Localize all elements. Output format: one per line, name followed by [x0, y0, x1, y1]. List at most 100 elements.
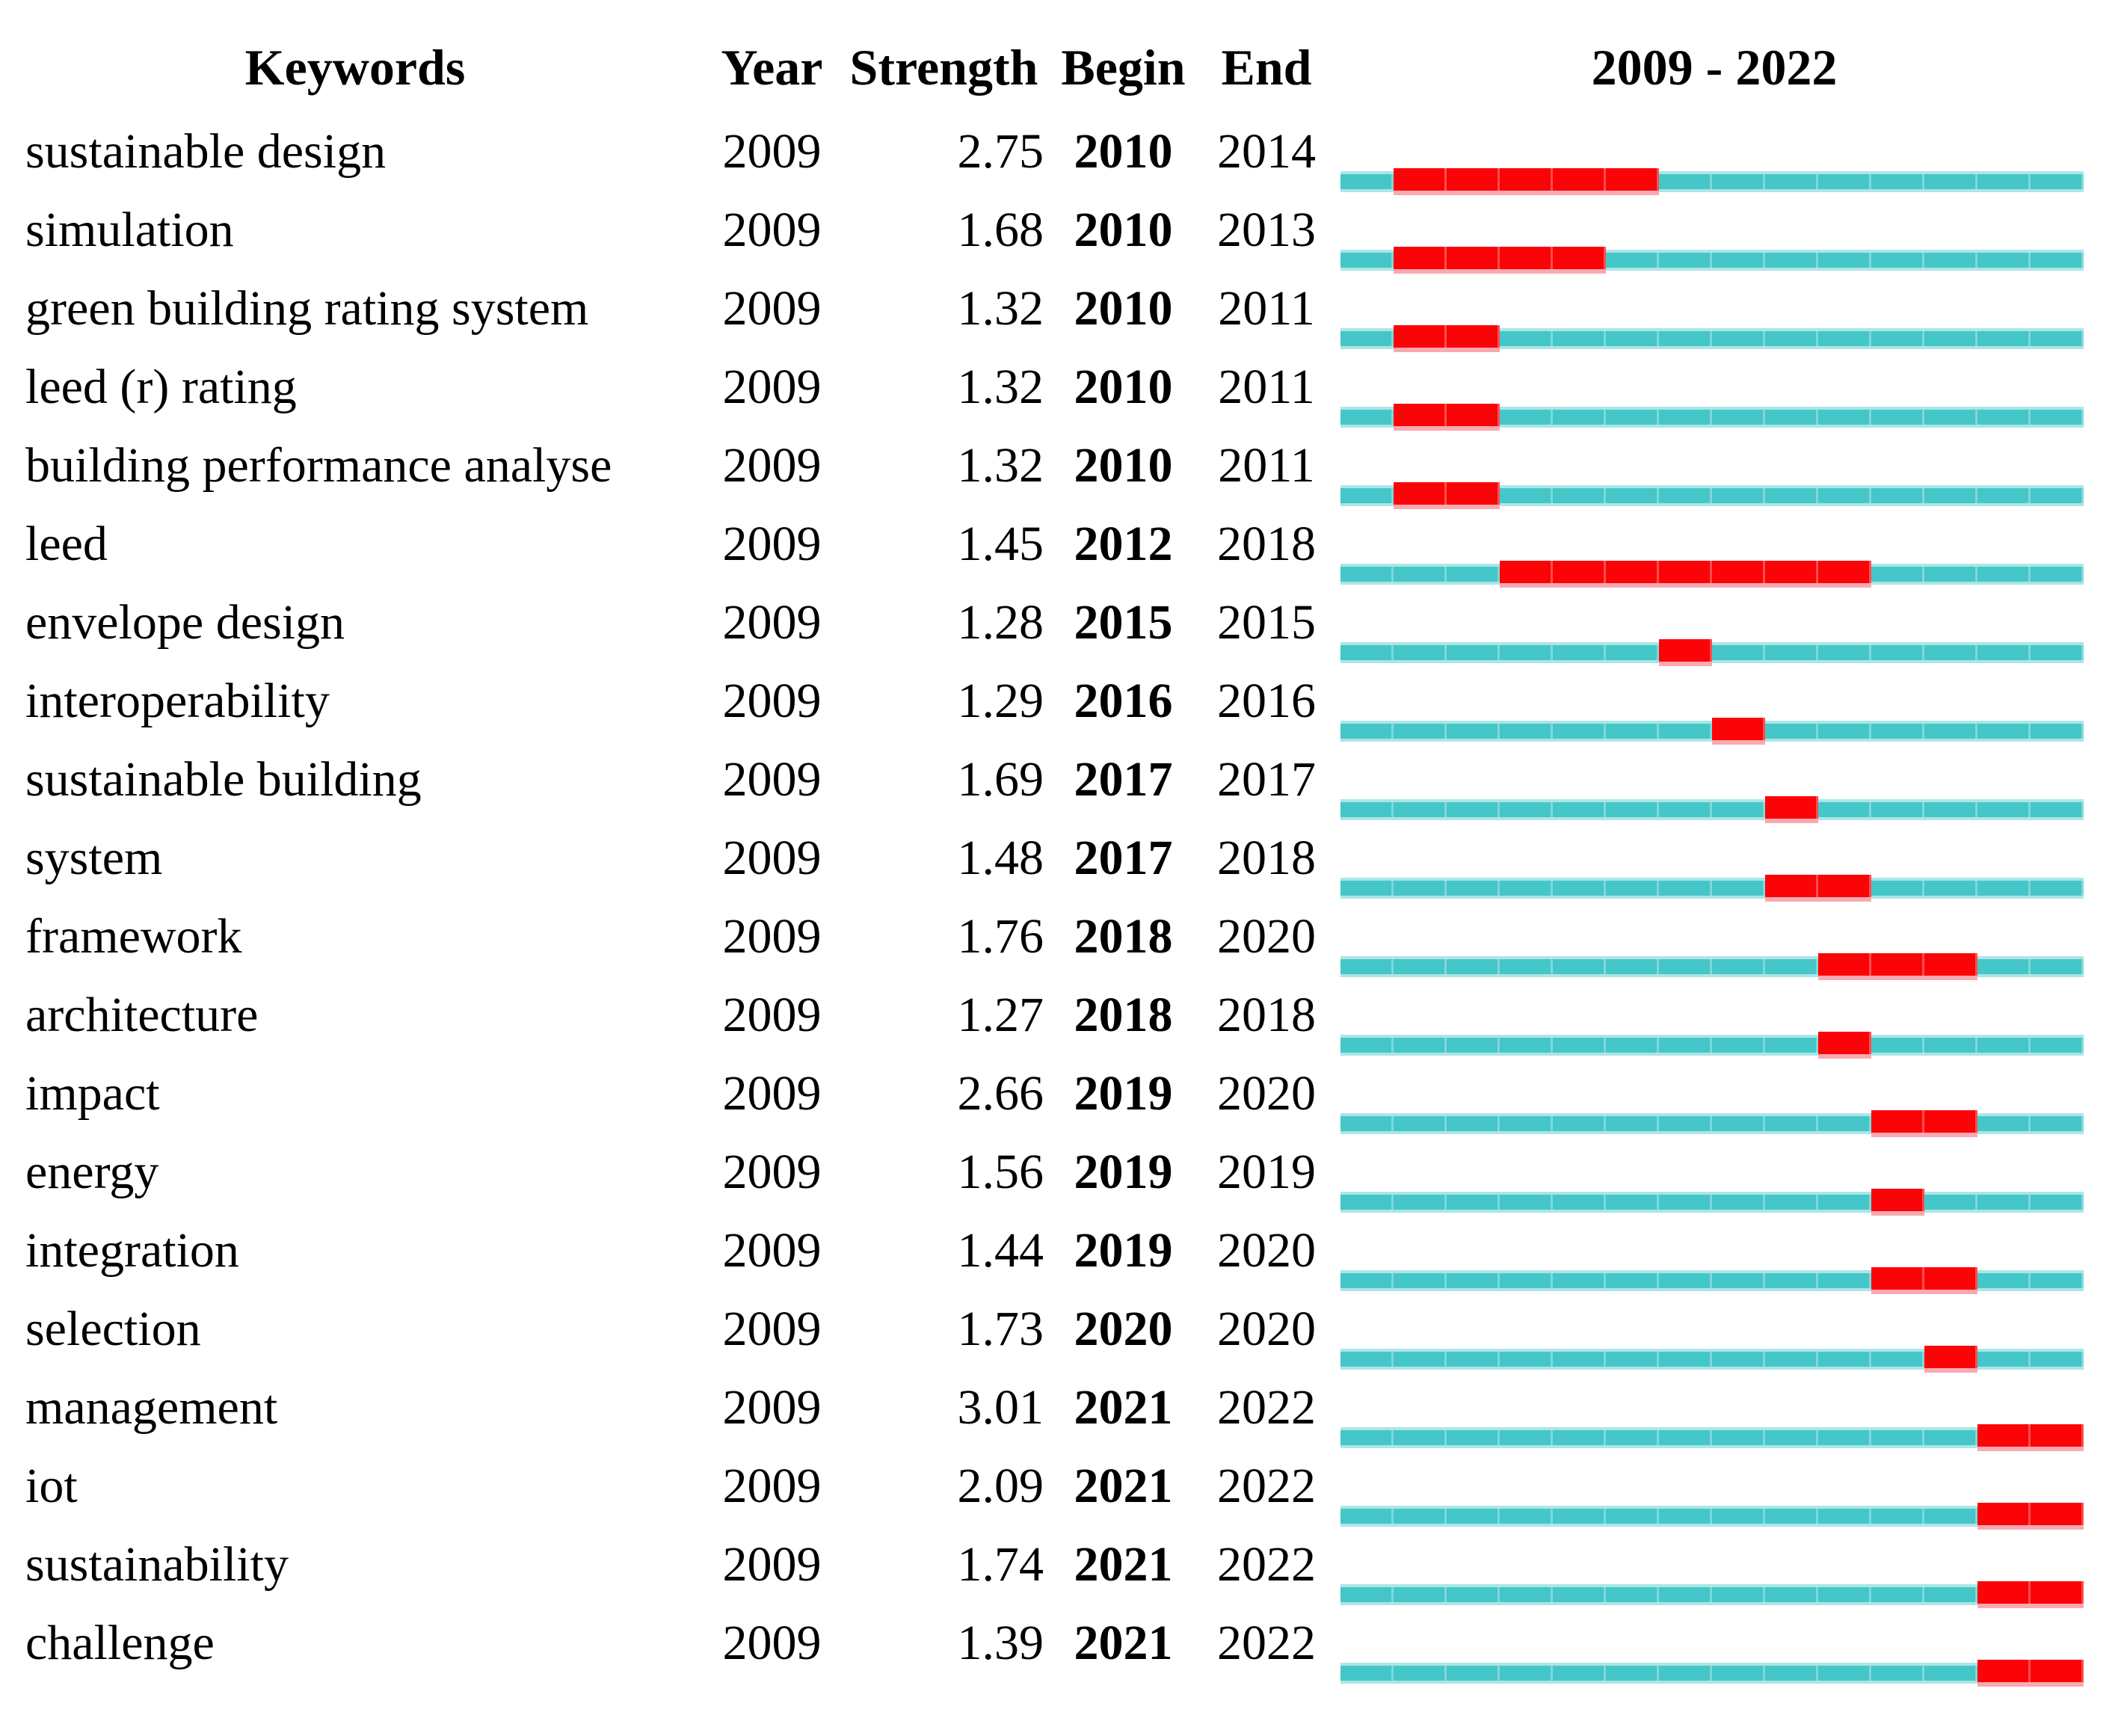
- year-value: 2009: [722, 1222, 822, 1278]
- keyword-label: building performance analyse: [25, 437, 612, 493]
- keyword-label: framework: [25, 908, 242, 964]
- year-value: 2009: [722, 987, 822, 1042]
- year-value: 2009: [722, 280, 822, 336]
- strength-value: 1.69: [957, 751, 1044, 807]
- timeline-track-bar: [1340, 877, 2084, 899]
- year-value: 2009: [722, 1615, 822, 1670]
- end-value: 2014: [1217, 123, 1316, 179]
- begin-value: 2019: [1074, 1144, 1173, 1199]
- burst-bar: [1394, 324, 1500, 352]
- burst-bar: [1871, 1188, 1924, 1216]
- keyword-label: simulation: [25, 202, 234, 257]
- end-value: 2020: [1217, 908, 1316, 964]
- table-row: system 2009 1.48 2017 2018: [0, 819, 2124, 902]
- table-row: integration 2009 1.44 2019 2020: [0, 1211, 2124, 1294]
- burst-bar: [1765, 874, 1871, 902]
- table-row: leed 2009 1.45 2012 2018: [0, 505, 2124, 588]
- timeline-track-bar: [1340, 1426, 2084, 1448]
- end-value: 2013: [1217, 202, 1316, 257]
- table-row: sustainable building 2009 1.69 2017 2017: [0, 740, 2124, 823]
- burst-bar: [1871, 1109, 1977, 1137]
- timeline-track-bar: [1340, 798, 2084, 820]
- strength-value: 1.29: [957, 673, 1044, 728]
- strength-value: 1.56: [957, 1144, 1044, 1199]
- begin-value: 2018: [1074, 908, 1173, 964]
- burst-bar: [1712, 717, 1765, 745]
- timeline-cell: [1340, 1266, 2088, 1294]
- table-row: leed (r) rating 2009 1.32 2010 2011: [0, 348, 2124, 431]
- timeline-cell: [1340, 874, 2088, 902]
- year-value: 2009: [722, 1536, 822, 1592]
- burst-bar: [1871, 1266, 1977, 1294]
- end-value: 2015: [1217, 594, 1316, 650]
- keyword-label: green building rating system: [25, 280, 589, 336]
- table-row: impact 2009 2.66 2019 2020: [0, 1054, 2124, 1137]
- keyword-label: sustainable design: [25, 123, 387, 179]
- year-value: 2009: [722, 123, 822, 179]
- keyword-label: envelope design: [25, 594, 345, 650]
- begin-value: 2017: [1074, 830, 1173, 885]
- burst-bar: [1394, 167, 1659, 195]
- begin-value: 2021: [1074, 1615, 1173, 1670]
- year-value: 2009: [722, 673, 822, 728]
- end-value: 2018: [1217, 516, 1316, 571]
- timeline-cell: [1340, 246, 2088, 274]
- year-value: 2009: [722, 359, 822, 414]
- year-value: 2009: [722, 1144, 822, 1199]
- year-value: 2009: [722, 202, 822, 257]
- strength-value: 1.48: [957, 830, 1044, 885]
- timeline-cell: [1340, 1423, 2088, 1451]
- burst-bar: [1659, 638, 1712, 666]
- end-value: 2020: [1217, 1301, 1316, 1356]
- timeline-cell: [1340, 481, 2088, 509]
- timeline-cell: [1340, 1109, 2088, 1137]
- strength-value: 1.32: [957, 359, 1044, 414]
- end-value: 2016: [1217, 673, 1316, 728]
- strength-value: 3.01: [957, 1379, 1044, 1435]
- end-value: 2020: [1217, 1222, 1316, 1278]
- strength-value: 1.39: [957, 1615, 1044, 1670]
- table-row: interoperability 2009 1.29 2016 2016: [0, 662, 2124, 745]
- keyword-label: sustainable building: [25, 751, 422, 807]
- table-row: building performance analyse 2009 1.32 2…: [0, 426, 2124, 509]
- timeline-track-bar: [1340, 1034, 2084, 1056]
- strength-value: 1.76: [957, 908, 1044, 964]
- burst-bar: [1394, 403, 1500, 431]
- keyword-label: system: [25, 830, 163, 885]
- strength-value: 1.28: [957, 594, 1044, 650]
- strength-value: 1.68: [957, 202, 1044, 257]
- keyword-label: energy: [25, 1144, 159, 1199]
- end-value: 2020: [1217, 1065, 1316, 1121]
- end-value: 2017: [1217, 751, 1316, 807]
- timeline-cell: [1340, 1502, 2088, 1530]
- timeline-track-bar: [1340, 641, 2084, 663]
- year-value: 2009: [722, 1065, 822, 1121]
- header-keywords: Keywords: [244, 38, 466, 96]
- timeline-cell: [1340, 324, 2088, 352]
- end-value: 2019: [1217, 1144, 1316, 1199]
- burst-bar: [1394, 481, 1500, 509]
- begin-value: 2017: [1074, 751, 1173, 807]
- keyword-label: selection: [25, 1301, 201, 1356]
- end-value: 2022: [1217, 1615, 1316, 1670]
- begin-value: 2020: [1074, 1301, 1173, 1356]
- timeline-cell: [1340, 795, 2088, 823]
- begin-value: 2019: [1074, 1065, 1173, 1121]
- strength-value: 1.27: [957, 987, 1044, 1042]
- strength-value: 2.75: [957, 123, 1044, 179]
- timeline-cell: [1340, 1580, 2088, 1608]
- timeline-cell: [1340, 560, 2088, 588]
- year-value: 2009: [722, 1458, 822, 1513]
- begin-value: 2010: [1074, 280, 1173, 336]
- begin-value: 2021: [1074, 1458, 1173, 1513]
- begin-value: 2012: [1074, 516, 1173, 571]
- header-begin: Begin: [1061, 38, 1186, 96]
- keyword-label: sustainability: [25, 1536, 289, 1592]
- timeline-cell: [1340, 403, 2088, 431]
- timeline-cell: [1340, 1659, 2088, 1687]
- end-value: 2018: [1217, 830, 1316, 885]
- begin-value: 2010: [1074, 202, 1173, 257]
- strength-value: 2.66: [957, 1065, 1044, 1121]
- keyword-label: challenge: [25, 1615, 215, 1670]
- year-value: 2009: [722, 830, 822, 885]
